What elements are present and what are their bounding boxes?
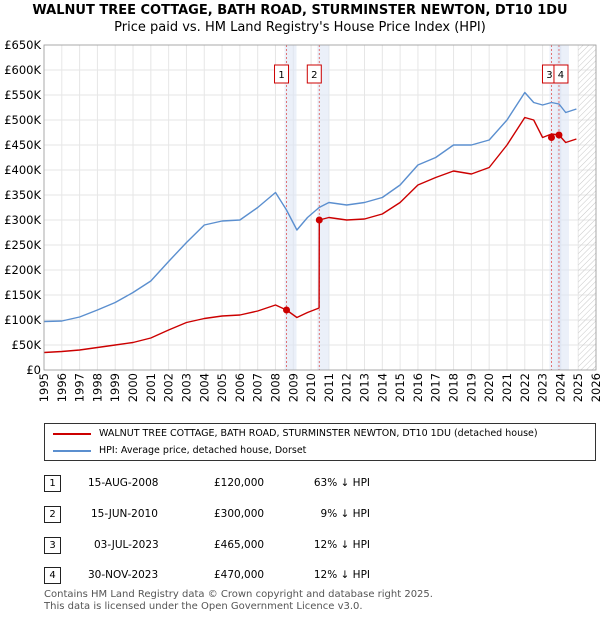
- x-tick-label: 2009: [286, 373, 300, 402]
- y-tick-label: £0: [26, 363, 41, 377]
- transaction-row: 1 15-AUG-2008 £120,000 63% ↓ HPI: [0, 475, 600, 497]
- transaction-price: £300,000: [214, 508, 265, 520]
- transaction-row: 4 30-NOV-2023 £470,000 12% ↓ HPI: [0, 567, 600, 589]
- x-tick-label: 1997: [73, 373, 87, 402]
- x-tick-label: 2004: [197, 373, 211, 402]
- transaction-number: 4: [44, 567, 61, 584]
- y-tick-label: £500K: [4, 113, 41, 127]
- plot-frame: [43, 44, 597, 371]
- y-tick-label: £250K: [4, 238, 41, 252]
- sale-band: [556, 45, 569, 370]
- sale-number-label: 1: [278, 70, 284, 81]
- transaction-price: £470,000: [214, 569, 265, 581]
- transaction-row: 2 15-JUN-2010 £300,000 9% ↓ HPI: [0, 506, 600, 528]
- x-tick-label: 2022: [518, 373, 532, 402]
- x-tick-label: 2014: [375, 373, 389, 402]
- legend-label-hpi: HPI: Average price, detached house, Dors…: [99, 445, 307, 456]
- transaction-number: 3: [44, 537, 61, 554]
- transaction-number: 2: [44, 506, 61, 523]
- sale-point: [555, 131, 563, 139]
- x-tick-label: 2002: [162, 373, 176, 402]
- x-tick-label: 2025: [571, 373, 585, 402]
- x-tick-label: 1996: [55, 373, 69, 402]
- sale-number-box: [306, 64, 322, 84]
- x-tick-label: 2026: [589, 373, 600, 402]
- transaction-number: 1: [44, 475, 61, 492]
- x-tick-label: 2016: [411, 373, 425, 402]
- chart-subtitle: Price paid vs. HM Land Registry's House …: [114, 20, 486, 35]
- transaction-hpi: 9% ↓ HPI: [320, 508, 370, 520]
- transaction-price: £120,000: [214, 477, 265, 489]
- x-tick-label: 2020: [482, 373, 496, 402]
- footer-licence: This data is licensed under the Open Gov…: [44, 601, 363, 612]
- x-tick-label: 2007: [251, 373, 265, 402]
- transaction-date: 30-NOV-2023: [88, 569, 159, 581]
- x-tick-label: 2010: [304, 373, 318, 402]
- y-tick-label: £50K: [12, 338, 42, 352]
- y-tick-label: £100K: [4, 313, 41, 327]
- legend-swatch-hpi: [53, 450, 91, 452]
- sale-number-label: 3: [546, 70, 552, 81]
- chart-title: WALNUT TREE COTTAGE, BATH ROAD, STURMINS…: [32, 3, 568, 18]
- x-tick-label: 2023: [536, 373, 550, 402]
- x-tick-label: 2024: [553, 373, 567, 402]
- transaction-date: 15-AUG-2008: [88, 477, 159, 489]
- hpi-series-line: [43, 91, 577, 323]
- y-tick-label: £200K: [4, 263, 41, 277]
- price-chart: 1 2 3 4 £0 £50K £100K £150K £200K £250K £300K £350K…: [4, 38, 600, 402]
- y-tick-label: £450K: [4, 138, 41, 152]
- y-tick-label: £650K: [4, 38, 41, 52]
- sale-number-box: [274, 64, 290, 84]
- sale-band: [317, 45, 330, 370]
- transaction-price: £465,000: [214, 539, 265, 551]
- y-tick-label: £550K: [4, 88, 41, 102]
- transaction-row: 3 03-JUL-2023 £465,000 12% ↓ HPI: [0, 537, 600, 559]
- sale-band: [284, 45, 297, 370]
- sale-point: [315, 216, 323, 224]
- legend-label-property: WALNUT TREE COTTAGE, BATH ROAD, STURMINS…: [99, 428, 538, 439]
- transaction-hpi: 12% ↓ HPI: [313, 569, 370, 581]
- x-tick-label: 2012: [340, 373, 354, 402]
- x-tick-label: 2013: [358, 373, 372, 402]
- sale-number-label: 4: [558, 70, 564, 81]
- y-tick-label: £300K: [4, 213, 41, 227]
- y-tick-label: £600K: [4, 63, 41, 77]
- sale-number-label: 2: [311, 70, 317, 81]
- x-tick-label: 2021: [500, 373, 514, 402]
- x-tick-label: 2011: [322, 373, 336, 402]
- transaction-date: 15-JUN-2010: [91, 508, 158, 520]
- y-tick-label: £400K: [4, 163, 41, 177]
- x-tick-label: 2005: [215, 373, 229, 402]
- forecast-region: [578, 45, 596, 370]
- x-tick-label: 2015: [393, 373, 407, 402]
- x-tick-label: 2017: [429, 373, 443, 402]
- sale-point: [547, 134, 555, 141]
- x-tick-label: 2018: [447, 373, 461, 402]
- x-tick-label: 1995: [37, 373, 51, 402]
- transaction-hpi: 63% ↓ HPI: [313, 477, 370, 489]
- y-tick-label: £350K: [4, 188, 41, 202]
- transaction-hpi: 12% ↓ HPI: [313, 539, 370, 551]
- legend-swatch-property: [53, 433, 91, 435]
- x-tick-label: 2000: [126, 373, 140, 402]
- x-tick-label: 1998: [90, 373, 104, 402]
- x-tick-label: 2003: [179, 373, 193, 402]
- legend: WALNUT TREE COTTAGE, BATH ROAD, STURMINS…: [44, 423, 596, 461]
- x-tick-label: 2006: [233, 373, 247, 402]
- x-tick-label: 1999: [108, 373, 122, 402]
- x-tick-label: 2001: [144, 373, 158, 402]
- x-tick-label: 2019: [464, 373, 478, 402]
- footer-copyright: Contains HM Land Registry data © Crown c…: [44, 589, 433, 600]
- sale-point: [283, 306, 291, 314]
- transaction-date: 03-JUL-2023: [94, 539, 159, 551]
- x-tick-label: 2008: [268, 373, 282, 402]
- y-tick-label: £150K: [4, 288, 41, 302]
- sale-number-box: [553, 64, 569, 84]
